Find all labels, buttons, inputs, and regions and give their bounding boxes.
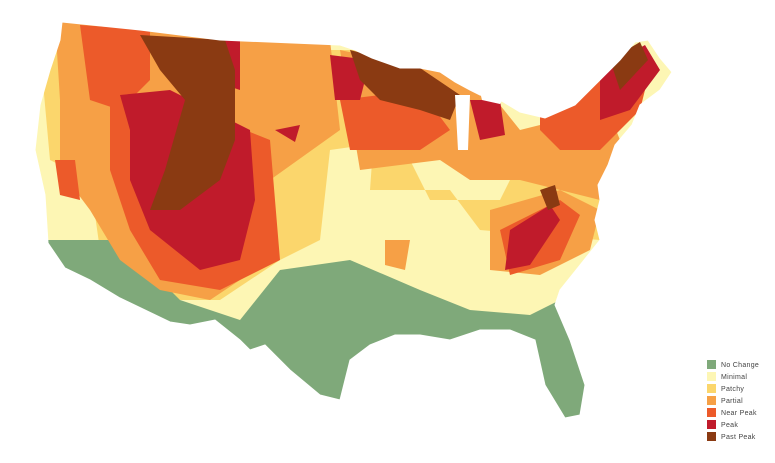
lake [455, 92, 505, 150]
legend-swatch [707, 420, 716, 429]
legend-swatch [707, 432, 716, 441]
legend-swatch [707, 408, 716, 417]
legend-swatch [707, 372, 716, 381]
legend-label: Past Peak [721, 434, 756, 441]
legend-label: Patchy [721, 386, 744, 393]
legend-swatch [707, 360, 716, 369]
legend-label: Partial [721, 398, 743, 405]
region [140, 35, 648, 210]
legend-label: Peak [721, 422, 738, 429]
legend-label: Near Peak [721, 410, 757, 417]
legend-label: Minimal [721, 374, 747, 381]
legend: No Change Minimal Patchy Partial Near Peak Pe… [707, 360, 759, 441]
legend-swatch [707, 396, 716, 405]
legend-label: No Change [721, 362, 759, 369]
legend-swatch [707, 384, 716, 393]
